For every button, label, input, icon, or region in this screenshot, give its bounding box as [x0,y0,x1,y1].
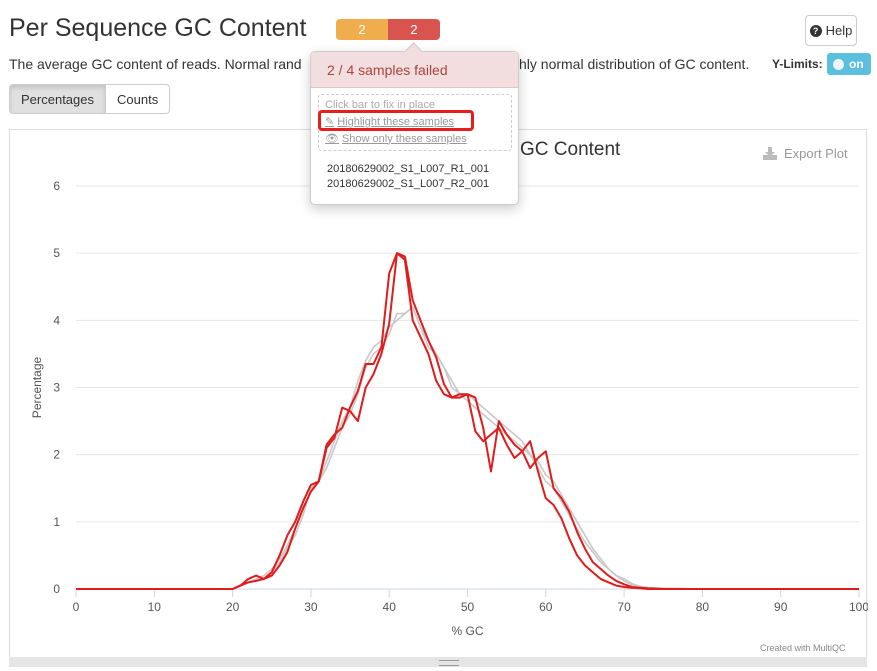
tab-counts[interactable]: Counts [106,84,171,114]
x-tick-label: 70 [617,600,631,614]
x-axis-title: % GC [451,624,483,638]
status-badges: 2 2 [336,19,440,40]
question-circle-icon: ? [809,24,822,37]
toggle-knob [833,58,844,70]
popover-header: 2 / 4 samples failed [311,52,518,88]
highlight-annotation-ring [318,110,474,131]
x-tick-label: 50 [461,600,475,614]
y-tick-label: 6 [53,179,60,193]
x-tick-label: 40 [383,600,397,614]
created-with-credit: Created with MultiQC [760,643,846,653]
y-tick-label: 1 [53,515,60,529]
x-tick-label: 60 [539,600,553,614]
plot-resize-handle[interactable] [9,657,867,667]
x-tick-label: 80 [696,600,710,614]
export-plot-button[interactable]: Export Plot [762,146,848,161]
toggle-label: on [849,57,864,71]
x-tick-label: 90 [774,600,788,614]
failed-sample-item: 20180629002_S1_L007_R1_001 [327,163,490,175]
download-icon [763,147,777,160]
tab-percentages[interactable]: Percentages [9,84,106,114]
x-tick-label: 10 [148,600,162,614]
ylimits-toggle[interactable]: on [827,53,871,75]
failed-sample-item: 20180629002_S1_L007_R2_001 [327,178,490,190]
page-title: Per Sequence GC Content [9,14,307,42]
fail-count-badge[interactable]: 2 [388,19,440,40]
passed-sample-line [76,306,859,590]
x-tick-label: 30 [304,600,318,614]
help-label: Help [825,23,853,38]
help-button[interactable]: ? Help [805,15,857,46]
popover-hint: Click bar to fix in place [325,99,436,111]
pin-icon: ✎ [325,116,335,128]
x-tick-label: 0 [73,600,80,614]
grip-icon [439,660,459,666]
section-description-cont: hly normal distribution of GC content. [519,56,750,72]
ylimits-label: Y-Limits: [772,57,823,71]
show-only-samples-label: Show only these samples [341,132,467,145]
data-mode-tabs: Percentages Counts [9,84,171,114]
export-plot-label: Export Plot [784,146,848,161]
failed-sample-line [76,252,859,590]
y-tick-label: 5 [53,246,60,260]
warn-count-badge[interactable]: 2 [336,19,388,40]
x-tick-label: 100 [849,600,868,614]
y-tick-label: 2 [53,448,60,462]
popover-actions: Click bar to fix in place ✎ Highlight th… [318,94,512,151]
section-description: The average GC content of reads. Normal … [9,56,302,72]
y-axis-title: Percentage [30,356,44,418]
eye-icon: 👁 [325,133,339,145]
x-tick-label: 20 [226,600,240,614]
failed-sample-list: 20180629002_S1_L007_R1_001 20180629002_S… [327,162,489,192]
highlight-samples-label: Highlight these samples [337,115,455,128]
plot-container: 0 1 2 3 4 5 6 0 10 20 30 40 50 60 70 80 90 100% GC Percent… [9,129,868,667]
chart-title: GC Content [520,139,621,160]
passed-sample-line [76,306,859,590]
y-tick-label: 0 [53,582,60,596]
show-only-samples-link[interactable]: 👁 Show only these samples [325,132,467,146]
highlight-samples-link[interactable]: ✎ Highlight these samples [325,115,455,129]
y-tick-label: 3 [53,381,60,395]
failed-sample-line [76,252,859,590]
y-tick-label: 4 [53,313,60,327]
